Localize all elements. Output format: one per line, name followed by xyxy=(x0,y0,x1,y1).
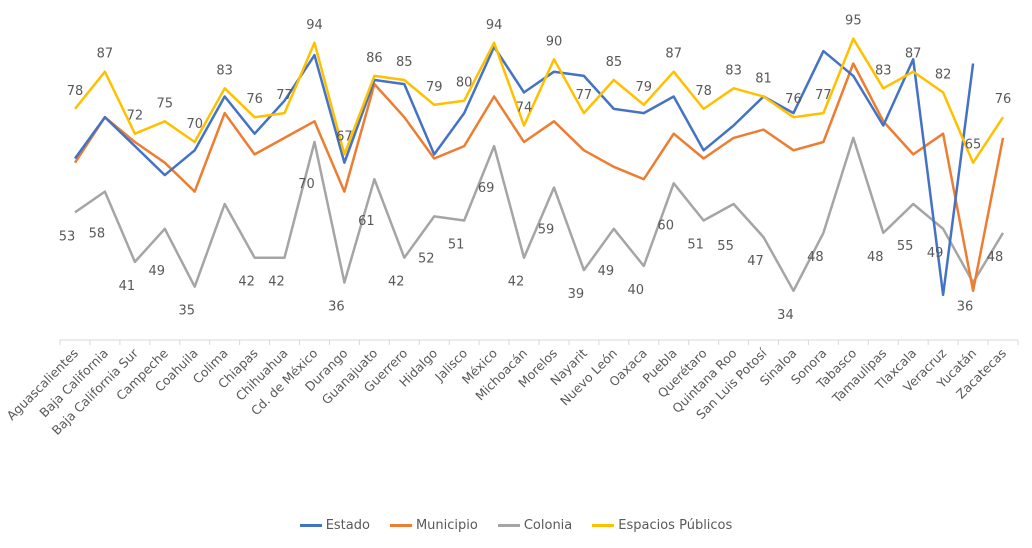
data-label-espacios-publicos: 77 xyxy=(276,88,293,103)
data-label-colonia: 55 xyxy=(897,239,914,254)
legend-label-estado: Estado xyxy=(325,518,370,533)
data-label-colonia: 39 xyxy=(568,287,585,302)
data-label-espacios-publicos: 77 xyxy=(815,88,832,103)
data-label-espacios-publicos: 90 xyxy=(546,34,563,49)
line-chart: 78 87 72 75 70 83 76 77 94 67 86 85 79 80 94 74 90 77 85 79… xyxy=(3,14,1019,438)
legend-label-municipio: Municipio xyxy=(415,518,478,533)
data-label-colonia: 49 xyxy=(149,264,166,279)
data-label-espacios-publicos: 82 xyxy=(935,67,952,82)
data-label-colonia: 59 xyxy=(538,222,555,237)
data-label-colonia: 53 xyxy=(59,229,76,244)
legend-swatch-colonia xyxy=(497,524,520,527)
data-label-espacios-publicos: 83 xyxy=(875,63,892,78)
data-label-espacios-publicos: 87 xyxy=(665,47,682,62)
legend-label-espacios: Espacios Públicos xyxy=(618,518,733,533)
data-label-colonia: 69 xyxy=(478,181,495,196)
data-label-espacios-publicos: 94 xyxy=(486,18,503,33)
data-label-colonia: 55 xyxy=(717,239,734,254)
data-label-espacios-publicos: 75 xyxy=(157,96,174,111)
legend-swatch-municipio xyxy=(389,524,412,527)
data-label-colonia: 49 xyxy=(598,264,615,279)
legend: Estado Municipio Colonia Espacios Públic… xyxy=(0,518,1032,533)
series-line-estado xyxy=(73,45,975,297)
data-label-colonia: 52 xyxy=(418,251,435,266)
series-line-espacios-p-blicos xyxy=(74,37,1005,164)
data-label-espacios-publicos: 72 xyxy=(127,109,144,124)
data-label-espacios-publicos: 83 xyxy=(725,63,742,78)
data-label-espacios-publicos: 81 xyxy=(755,72,772,87)
data-label-espacios-publicos: 86 xyxy=(366,51,383,66)
data-label-colonia: 47 xyxy=(747,254,764,269)
data-label-espacios-publicos: 85 xyxy=(606,55,623,70)
data-label-espacios-publicos: 67 xyxy=(336,129,353,144)
data-label-espacios-publicos: 83 xyxy=(216,63,233,78)
data-label-colonia: 61 xyxy=(358,214,375,229)
data-label-colonia: 51 xyxy=(448,238,465,253)
data-label-colonia: 36 xyxy=(328,300,345,315)
data-label-colonia: 60 xyxy=(657,218,674,233)
data-label-espacios-publicos: 80 xyxy=(456,76,473,91)
legend-item-colonia: Colonia xyxy=(497,518,573,533)
data-label-espacios-publicos: 70 xyxy=(186,117,203,132)
legend-label-colonia: Colonia xyxy=(523,518,573,533)
data-label-colonia: 58 xyxy=(89,227,106,242)
data-label-colonia: 49 xyxy=(927,246,944,261)
series-line-colonia xyxy=(74,136,1005,293)
data-label-colonia: 41 xyxy=(119,279,136,294)
data-label-colonia: 35 xyxy=(178,304,195,319)
data-label-colonia: 48 xyxy=(987,250,1004,265)
data-label-colonia: 40 xyxy=(628,283,645,298)
data-label-espacios-publicos: 85 xyxy=(396,55,413,70)
data-label-espacios-publicos: 78 xyxy=(67,84,84,99)
legend-item-municipio: Municipio xyxy=(389,518,478,533)
legend-swatch-espacios xyxy=(592,524,615,527)
legend-swatch-estado xyxy=(299,524,322,527)
data-label-espacios-publicos: 77 xyxy=(576,88,593,103)
data-label-colonia: 42 xyxy=(268,275,285,290)
data-label-espacios-publicos: 76 xyxy=(246,92,263,107)
data-label-colonia: 42 xyxy=(508,275,525,290)
series-line-municipio xyxy=(73,62,1005,293)
data-label-espacios-publicos: 76 xyxy=(995,92,1012,107)
data-label-espacios-publicos: 79 xyxy=(426,80,443,95)
data-label-espacios-publicos: 65 xyxy=(965,138,982,153)
data-label-colonia: 42 xyxy=(238,275,255,290)
data-label-colonia: 42 xyxy=(388,275,405,290)
data-label-espacios-publicos: 78 xyxy=(695,84,712,99)
data-label-colonia: 34 xyxy=(777,308,794,323)
data-label-espacios-publicos: 87 xyxy=(905,47,922,62)
data-label-espacios-publicos: 76 xyxy=(785,92,802,107)
data-label-colonia: 48 xyxy=(807,250,824,265)
data-label-espacios-publicos: 79 xyxy=(636,80,653,95)
data-label-espacios-publicos: 74 xyxy=(516,100,533,115)
data-label-espacios-publicos: 94 xyxy=(306,18,323,33)
legend-item-espacios: Espacios Públicos xyxy=(592,518,732,533)
data-label-colonia: 48 xyxy=(867,250,884,265)
data-label-colonia: 51 xyxy=(687,238,704,253)
data-label-espacios-publicos: 87 xyxy=(97,47,114,62)
data-label-colonia: 36 xyxy=(957,300,974,315)
data-label-colonia: 70 xyxy=(298,177,315,192)
legend-item-estado: Estado xyxy=(299,518,370,533)
data-label-espacios-publicos: 95 xyxy=(845,14,862,29)
